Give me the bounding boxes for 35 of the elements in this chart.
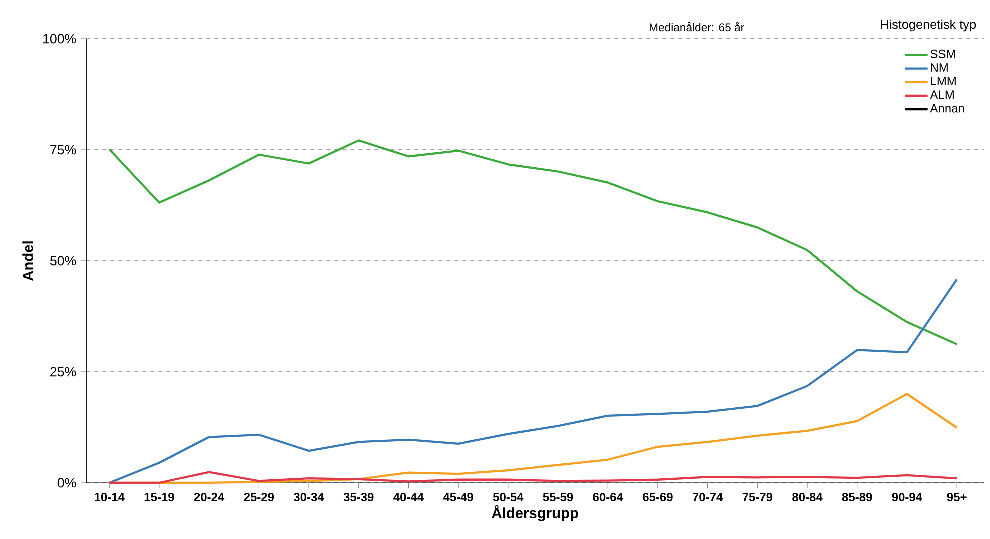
- y-tick-label: 75%: [50, 145, 76, 155]
- line-series: [108, 140, 958, 346]
- legend-label: Annan: [930, 104, 964, 113]
- y-tick-label: 50%: [50, 256, 76, 266]
- legend-label: SSM: [930, 50, 956, 58]
- y-axis-title: Andel: [22, 242, 34, 282]
- x-axis-title: Åldersgrupp: [492, 505, 578, 522]
- x-tick-label: 60-64: [593, 493, 624, 502]
- text: Medianålder: 65 år: [650, 22, 744, 32]
- line-series: [108, 278, 958, 484]
- x-tick-label: 55-59: [543, 493, 574, 502]
- x-tick-label: 40-44: [394, 493, 424, 502]
- x-tick-label: 10-14: [95, 493, 125, 502]
- line-series: [108, 471, 958, 484]
- y-tick-label: 100%: [44, 34, 76, 44]
- legend-label: LMM: [931, 77, 956, 86]
- x-tick-label: 50-54: [493, 493, 524, 502]
- y-tick-label: 25%: [50, 367, 76, 377]
- x-tick-label: 35-39: [344, 493, 374, 502]
- x-tick-label: 70-74: [692, 493, 724, 502]
- legend-label: NM: [931, 64, 948, 72]
- x-tick-label: 30-34: [294, 493, 324, 502]
- x-tick-label: 45-49: [443, 493, 474, 502]
- x-tick-label: 75-79: [742, 493, 773, 502]
- legend-label: ALM: [930, 90, 954, 100]
- x-tick-label: 65-69: [643, 493, 673, 502]
- x-tick-label: 80-84: [792, 493, 823, 502]
- x-tick-label: 90-94: [892, 493, 922, 502]
- x-tick-label: 95+: [947, 493, 967, 502]
- legend-title: Histogenetisk typ: [881, 20, 976, 32]
- y-tick-label: 0%: [58, 478, 76, 488]
- x-tick-label: 15-19: [144, 493, 174, 502]
- x-tick-label: 85-89: [842, 493, 872, 502]
- x-tick-label: 20-24: [194, 493, 225, 502]
- x-tick-label: 25-29: [244, 493, 274, 502]
